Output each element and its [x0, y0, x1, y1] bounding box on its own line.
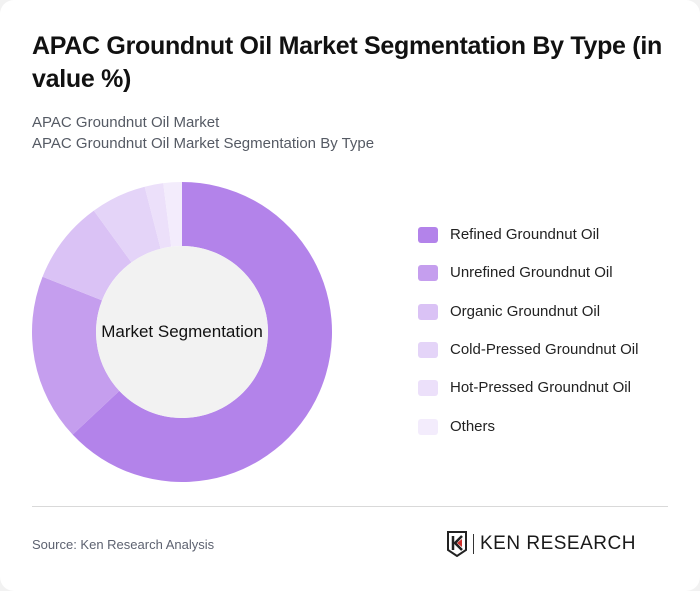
legend-swatch: [418, 303, 438, 320]
donut-slice[interactable]: [32, 276, 120, 435]
footer-divider: [32, 506, 668, 507]
legend-label: Cold-Pressed Groundnut Oil: [450, 341, 639, 358]
legend-label: Refined Groundnut Oil: [450, 226, 600, 243]
legend-item-refined[interactable]: Refined Groundnut Oil: [418, 226, 599, 243]
legend-item-cold-pressed[interactable]: Cold-Pressed Groundnut Oil: [418, 341, 638, 358]
legend-swatch: [418, 226, 438, 243]
donut-svg: [32, 182, 332, 482]
legend-swatch: [418, 379, 438, 396]
legend-item-hot-pressed[interactable]: Hot-Pressed Groundnut Oil: [418, 379, 631, 396]
logo-text: KEN RESEARCH: [473, 534, 636, 554]
donut-center-label: Market Segmentation: [101, 322, 263, 341]
legend-label: Hot-Pressed Groundnut Oil: [450, 379, 631, 396]
legend-label: Others: [450, 418, 496, 435]
legend-label: Unrefined Groundnut Oil: [450, 264, 613, 281]
donut-slice[interactable]: [42, 210, 132, 301]
donut-slice[interactable]: [93, 186, 161, 263]
donut-slice[interactable]: [144, 183, 172, 249]
donut-slice[interactable]: [163, 182, 182, 247]
legend-swatch: [418, 341, 438, 358]
page-title: APAC Groundnut Oil Market Segmentation B…: [32, 32, 662, 93]
legend-item-unrefined[interactable]: Unrefined Groundnut Oil: [418, 264, 613, 281]
legend-swatch: [418, 418, 438, 435]
subtitle-market: APAC Groundnut Oil Market: [32, 114, 220, 131]
donut-slice[interactable]: [72, 182, 332, 482]
legend-item-organic[interactable]: Organic Groundnut Oil: [418, 303, 600, 320]
ken-research-logo: KEN RESEARCH: [447, 531, 636, 557]
legend-item-others[interactable]: Others: [418, 418, 495, 435]
subtitle-segmentation: APAC Groundnut Oil Market Segmentation B…: [32, 135, 375, 152]
source-text: Source: Ken Research Analysis: [32, 537, 215, 552]
donut-hole: [96, 246, 268, 418]
ken-research-k-shield-icon: [447, 531, 467, 557]
legend-label: Organic Groundnut Oil: [450, 303, 601, 320]
legend-swatch: [418, 264, 438, 281]
donut-chart: Market Segmentation: [32, 182, 332, 482]
